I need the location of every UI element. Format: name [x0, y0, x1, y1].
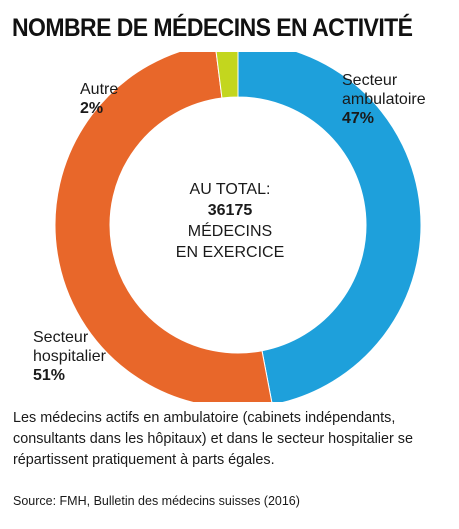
center-line-4: EN EXERCICE	[175, 244, 285, 261]
caption: Les médecins actifs en ambulatoire (cabi…	[13, 410, 413, 468]
label-ambulatoire-name-1: Secteur	[342, 72, 398, 89]
label-autre: Autre 2%	[80, 80, 118, 118]
source-note: Source: FMH, Bulletin des médecins suiss…	[13, 494, 300, 508]
label-ambulatoire: Secteur ambulatoire 47%	[342, 71, 426, 128]
donut-slice-autre	[215, 52, 239, 99]
chart-title: NOMBRE DE MÉDECINS EN ACTIVITÉ	[12, 14, 413, 42]
label-hospitalier-pct: 51%	[33, 367, 66, 384]
donut-chart	[54, 52, 422, 402]
donut-slice-secteur-hospitalier	[54, 52, 273, 402]
donut-slice-secteur-ambulatoire	[237, 52, 422, 402]
label-hospitalier-name-1: Secteur	[33, 329, 89, 346]
label-autre-pct: 2%	[80, 100, 104, 117]
label-autre-name: Autre	[80, 81, 119, 98]
label-hospitalier: Secteur hospitalier 51%	[33, 328, 106, 385]
label-ambulatoire-pct: 47%	[342, 110, 375, 127]
center-total: 36175	[207, 202, 253, 219]
center-line-1: AU TOTAL:	[189, 181, 271, 198]
label-ambulatoire-name-2: ambulatoire	[342, 91, 426, 108]
label-hospitalier-name-2: hospitalier	[33, 348, 106, 365]
center-line-3: MÉDECINS	[187, 223, 273, 240]
donut-center-text: AU TOTAL: 36175 MÉDECINS EN EXERCICE	[150, 179, 310, 263]
